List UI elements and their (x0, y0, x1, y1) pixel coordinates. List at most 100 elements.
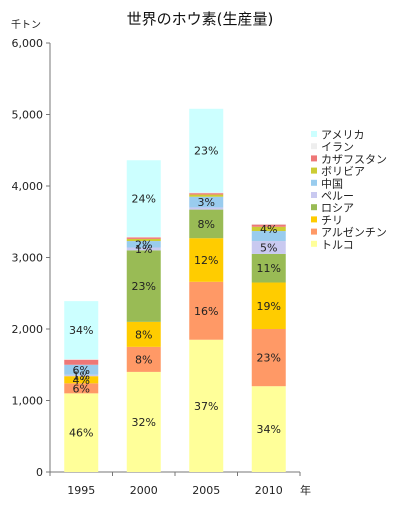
data-label: 46% (69, 427, 93, 440)
legend-label: アメリカ (321, 129, 364, 142)
bar-segment (64, 359, 99, 365)
bar-segment (64, 359, 99, 360)
data-label: 1% (73, 369, 90, 382)
y-tick-label: 2,000 (12, 323, 44, 336)
bar-segment (126, 371, 161, 472)
legend-swatch (311, 155, 317, 162)
bar-segment (126, 241, 161, 248)
bar-segment (126, 321, 161, 347)
legend-swatch (311, 167, 317, 174)
data-label: 6% (73, 364, 90, 377)
legend-label: イラン (321, 141, 354, 154)
legend-swatch (311, 216, 317, 223)
bar-segment (126, 236, 161, 238)
x-unit-label: 年 (300, 483, 311, 497)
bar-segment (251, 223, 286, 225)
bar-segment (64, 364, 99, 375)
data-label: 5% (260, 241, 277, 254)
bar-segment (126, 238, 161, 242)
legend-label: アルゼンチン (321, 226, 387, 239)
bar-segment (189, 192, 224, 194)
bar-labels: 46%6%4%1%6%34%32%8%8%23%1%2%24%37%16%12%… (69, 145, 281, 440)
legend-swatch (311, 228, 317, 235)
legend-swatch (311, 131, 317, 137)
bar-segment (126, 247, 161, 251)
y-tick-label: 4,000 (12, 180, 44, 193)
bar-segment (251, 224, 286, 227)
y-tick-label: 0 (36, 466, 43, 479)
chart-title: 世界のホウ素(生産量) (127, 10, 274, 28)
bar-segment (126, 250, 161, 322)
bars (64, 108, 286, 472)
data-label: 19% (257, 300, 281, 313)
data-label: 8% (135, 353, 152, 366)
bar-segment (251, 231, 286, 242)
y-tick-label: 6,000 (12, 37, 44, 50)
bar-segment (64, 376, 99, 384)
data-label: 37% (194, 400, 218, 413)
data-label: 23% (132, 280, 156, 293)
bar-segment (189, 193, 224, 195)
bar-segment (189, 194, 224, 197)
bar-segment (189, 108, 224, 193)
legend-swatch (311, 240, 317, 247)
bar-segment (126, 346, 161, 372)
legend-label: 中国 (321, 177, 343, 190)
data-label: 8% (198, 218, 215, 231)
bar-segment (189, 238, 224, 282)
data-label: 11% (257, 262, 281, 275)
bar-segment (64, 301, 99, 360)
legend-label: チリ (321, 214, 343, 227)
bar-segment (64, 393, 99, 472)
legend-swatch (311, 143, 317, 150)
bar-segment (64, 374, 99, 377)
legend-label: カザフスタン (321, 153, 387, 166)
legend-swatch (311, 192, 317, 198)
bar-segment (251, 226, 286, 232)
x-tick-label: 1995 (67, 484, 95, 497)
data-label: 34% (257, 423, 281, 436)
x-tick-label: 2005 (192, 484, 220, 497)
data-label: 23% (194, 145, 218, 158)
bar-segment (189, 196, 224, 208)
y-tick-label: 5,000 (12, 109, 44, 122)
legend-label: トルコ (321, 238, 354, 251)
data-label: 4% (73, 374, 90, 387)
legend-label: ボリビア (321, 165, 365, 178)
data-label: 24% (132, 193, 156, 206)
x-axis: 1995 2000 2005 2010 (49, 471, 301, 497)
data-label: 23% (257, 352, 281, 365)
y-tick-label: 1,000 (12, 395, 44, 408)
bar-segment (251, 386, 286, 472)
data-label: 32% (132, 416, 156, 429)
x-tick-label: 2000 (130, 484, 158, 497)
x-tick-label: 2010 (255, 484, 283, 497)
bar-segment (64, 383, 99, 394)
data-label: 3% (198, 196, 215, 209)
data-label: 4% (260, 223, 277, 236)
bar-segment (189, 207, 224, 210)
legend-label: ペルー (321, 190, 354, 203)
y-axis: 0 1,000 2,000 3,000 4,000 5,000 6,000 (12, 37, 51, 479)
data-label: 1% (135, 243, 152, 256)
data-label: 2% (135, 238, 152, 251)
bar-segment (251, 253, 286, 283)
data-label: 34% (69, 324, 93, 337)
bar-segment (189, 281, 224, 340)
y-unit-label: 千トン (11, 19, 41, 31)
legend-swatch (311, 179, 317, 186)
data-label: 6% (73, 382, 90, 395)
data-label: 12% (194, 254, 218, 267)
legend-swatch (311, 204, 317, 211)
bar-segment (189, 209, 224, 239)
bar-segment (251, 282, 286, 329)
legend-label: ロシア (321, 202, 354, 215)
data-label: 16% (194, 305, 218, 318)
bar-segment (126, 237, 161, 239)
bar-segment (189, 339, 224, 472)
data-label: 8% (135, 328, 152, 341)
bar-segment (126, 160, 161, 237)
y-tick-label: 3,000 (12, 252, 44, 265)
